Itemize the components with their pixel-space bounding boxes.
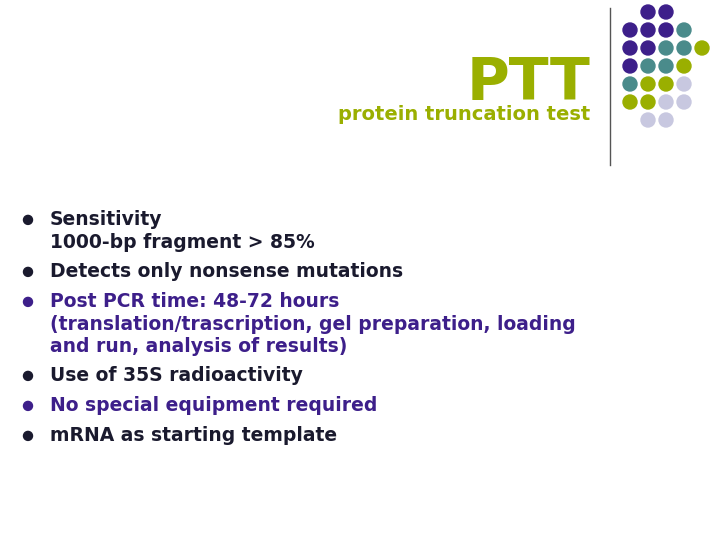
Ellipse shape: [695, 41, 709, 55]
Ellipse shape: [677, 95, 691, 109]
Ellipse shape: [659, 23, 673, 37]
Text: Detects only nonsense mutations: Detects only nonsense mutations: [50, 262, 403, 281]
Ellipse shape: [641, 59, 655, 73]
Ellipse shape: [659, 41, 673, 55]
Ellipse shape: [641, 5, 655, 19]
Ellipse shape: [623, 23, 637, 37]
Ellipse shape: [677, 41, 691, 55]
Ellipse shape: [641, 23, 655, 37]
Ellipse shape: [24, 215, 32, 225]
Text: Sensitivity
1000-bp fragment > 85%: Sensitivity 1000-bp fragment > 85%: [50, 210, 315, 252]
Ellipse shape: [659, 95, 673, 109]
Text: Use of 35S radioactivity: Use of 35S radioactivity: [50, 366, 303, 385]
Ellipse shape: [659, 59, 673, 73]
Ellipse shape: [659, 5, 673, 19]
Text: No special equipment required: No special equipment required: [50, 396, 377, 415]
Ellipse shape: [623, 77, 637, 91]
Ellipse shape: [623, 95, 637, 109]
Ellipse shape: [641, 113, 655, 127]
Ellipse shape: [677, 77, 691, 91]
Ellipse shape: [641, 95, 655, 109]
Ellipse shape: [24, 431, 32, 441]
Ellipse shape: [659, 77, 673, 91]
Ellipse shape: [24, 372, 32, 380]
Text: PTT: PTT: [466, 55, 590, 112]
Ellipse shape: [641, 41, 655, 55]
Ellipse shape: [677, 59, 691, 73]
Ellipse shape: [24, 298, 32, 306]
Ellipse shape: [623, 41, 637, 55]
Ellipse shape: [641, 77, 655, 91]
Text: protein truncation test: protein truncation test: [338, 105, 590, 124]
Ellipse shape: [623, 59, 637, 73]
Ellipse shape: [24, 267, 32, 276]
Ellipse shape: [659, 113, 673, 127]
Ellipse shape: [677, 23, 691, 37]
Ellipse shape: [24, 401, 32, 410]
Text: mRNA as starting template: mRNA as starting template: [50, 426, 337, 445]
Text: Post PCR time: 48-72 hours
(translation/trascription, gel preparation, loading
a: Post PCR time: 48-72 hours (translation/…: [50, 292, 576, 356]
